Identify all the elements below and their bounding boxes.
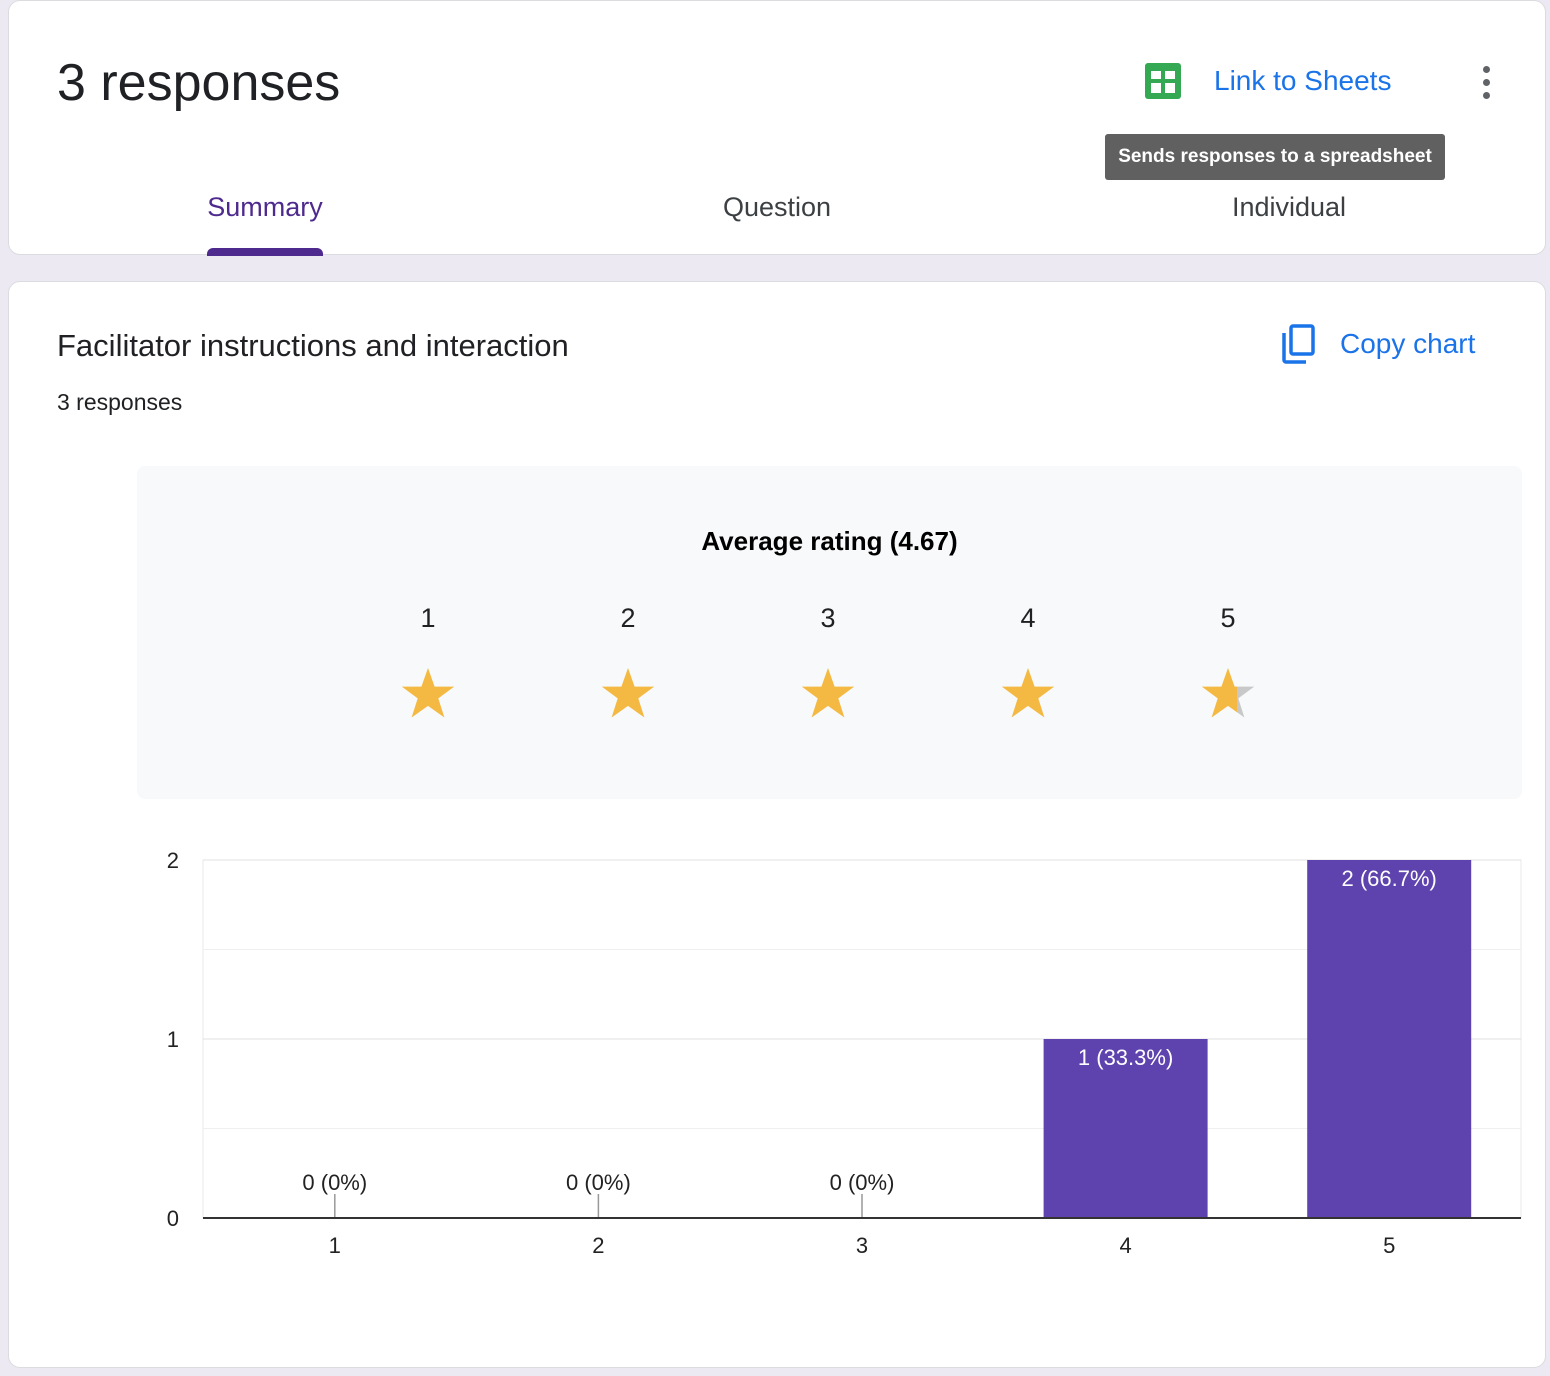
data-label: 1 (33.3%) — [1078, 1045, 1173, 1070]
rating-bar-chart: 0 1 2 0 (0%) 1 0 (0%) 2 0 (0%) 3 1 (33.3%) 4 2 (66.… — [167, 848, 1522, 1258]
star-icon — [801, 668, 855, 718]
star-rating-5: 5 — [1178, 600, 1278, 720]
data-label: 0 (0%) — [830, 1170, 895, 1195]
star-icon — [601, 668, 655, 718]
more-vert-icon-dot — [1482, 91, 1490, 99]
tab-question[interactable]: Question — [722, 192, 832, 222]
star-rating-3: 3 — [778, 600, 878, 720]
x-tick-label: 2 — [592, 1233, 604, 1258]
star-scale-label: 5 — [1220, 603, 1236, 633]
bar-5 — [1307, 860, 1472, 1218]
star-icon — [1001, 668, 1055, 718]
star-icon — [401, 668, 455, 718]
data-label: 0 (0%) — [302, 1170, 367, 1195]
star-icon — [1201, 668, 1255, 718]
tab-individual[interactable]: Individual — [1231, 192, 1347, 222]
x-tick-label: 5 — [1383, 1233, 1395, 1258]
star-rating-4: 4 — [978, 600, 1078, 720]
x-tick-label: 1 — [329, 1233, 341, 1258]
data-label: 2 (66.7%) — [1342, 866, 1437, 891]
y-tick-label: 0 — [167, 1206, 179, 1231]
copy-chart-label: Copy chart — [1340, 328, 1476, 359]
star-rating-2: 2 — [578, 600, 678, 720]
link-to-sheets-label: Link to Sheets — [1214, 65, 1392, 96]
sheets-tooltip: Sends responses to a spreadsheet — [1105, 134, 1445, 180]
responses-title: 3 responses — [57, 54, 341, 112]
bar-4 — [1043, 1039, 1208, 1218]
star-scale-label: 3 — [820, 603, 836, 633]
star-scale-label: 1 — [420, 603, 436, 633]
question-summary-card: Facilitator instructions and interaction… — [8, 281, 1546, 1368]
y-tick-label: 2 — [167, 848, 179, 873]
tab-summary[interactable]: Summary — [207, 192, 323, 222]
y-tick-label: 1 — [167, 1027, 179, 1052]
x-tick-label: 3 — [856, 1233, 868, 1258]
star-rating-1: 1 — [378, 600, 478, 720]
more-options-button[interactable] — [1464, 57, 1508, 107]
star-scale-label: 2 — [620, 603, 636, 633]
copy-icon — [1282, 324, 1315, 364]
star-scale-label: 4 — [1020, 603, 1036, 633]
active-tab-indicator — [207, 248, 323, 256]
x-tick-label: 4 — [1119, 1233, 1131, 1258]
more-vert-icon-dot — [1482, 78, 1490, 86]
more-vert-icon — [1482, 65, 1490, 73]
average-rating-panel: Average rating (4.67) 1 2 3 4 5 — [137, 466, 1522, 799]
copy-chart-button[interactable]: Copy chart — [1279, 322, 1475, 366]
data-label: 0 (0%) — [566, 1170, 631, 1195]
question-response-count: 3 responses — [57, 389, 183, 415]
average-rating-label: Average rating (4.67) — [701, 526, 958, 556]
link-to-sheets-button[interactable]: Link to Sheets — [1145, 59, 1391, 103]
responses-header-card: 3 responses Link to Sheets Sends respons… — [8, 0, 1546, 256]
question-title: Facilitator instructions and interaction — [57, 328, 569, 363]
google-sheets-icon — [1145, 63, 1181, 99]
